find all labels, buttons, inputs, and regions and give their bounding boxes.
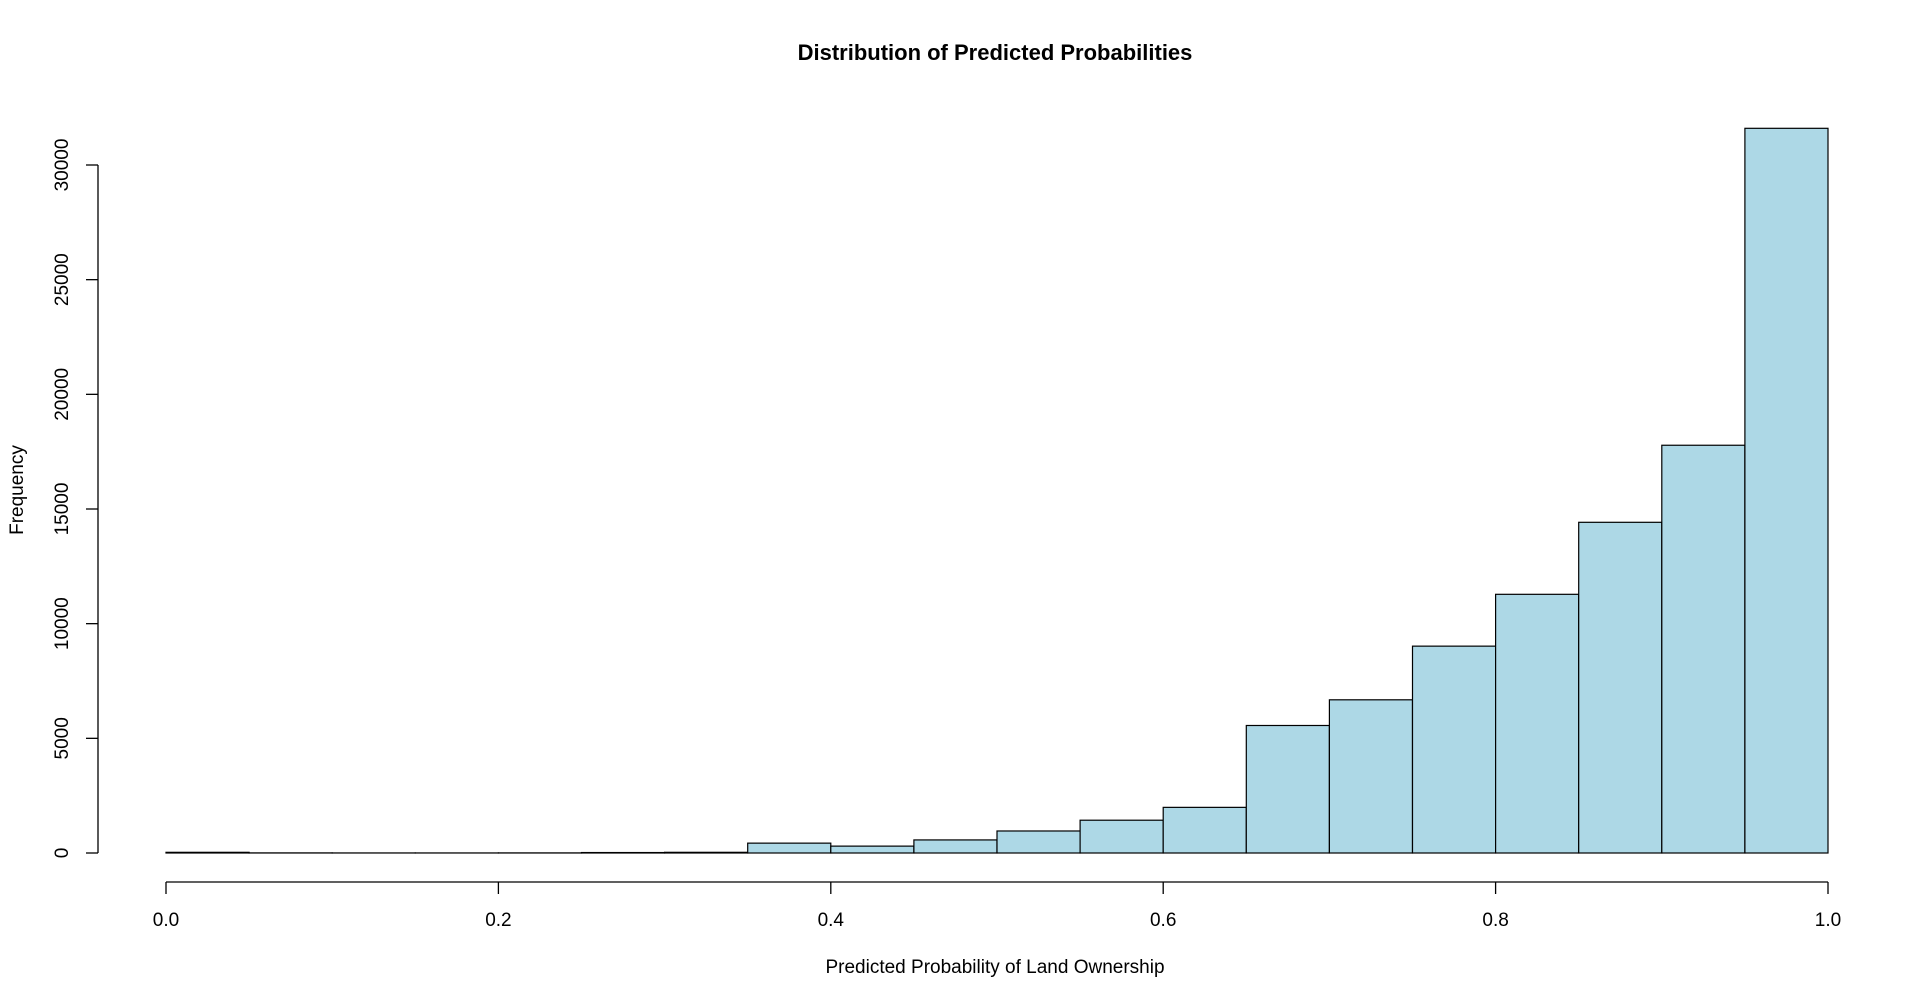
histogram-bar-16 [1494,593,1580,854]
y-tick-label-6: 30000 [52,139,73,192]
histogram-bar-6 [663,851,749,854]
histogram-bar-17 [1578,521,1663,854]
histogram-bar-7 [747,842,832,854]
histogram-bar-12 [1162,806,1247,854]
y-tick-label-1: 5000 [52,717,73,759]
histogram-bar-9 [913,839,998,854]
bars-group [165,127,1829,854]
x-tick-label-2: 0.4 [818,910,845,931]
y-tick-label-2: 10000 [52,597,73,650]
histogram-bar-15 [1411,645,1497,854]
x-tick-label-0: 0.0 [153,910,179,931]
x-tick-label-3: 0.6 [1150,910,1176,931]
y-tick-label-0: 0 [52,848,73,859]
y-tick-label-3: 15000 [52,483,73,536]
y-axis: 0 5000 10000 15000 20000 25000 30000 [52,139,99,859]
histogram-bar-0 [165,851,250,854]
histogram-bar-8 [830,845,915,854]
histogram-bar-10 [996,830,1081,854]
x-tick-label-5: 1.0 [1815,910,1841,931]
x-tick-label-4: 0.8 [1482,910,1508,931]
x-tick-label-1: 0.2 [485,910,511,931]
histogram-bar-19 [1744,127,1829,854]
y-tick-label-4: 20000 [52,368,73,421]
x-axis-label: Predicted Probability of Land Ownership [825,957,1164,978]
y-axis-label: Frequency [7,445,28,535]
histogram-bar-18 [1661,444,1746,854]
histogram-bar-11 [1079,819,1164,854]
histogram-bar-14 [1328,699,1414,854]
x-axis: 0.0 0.2 0.4 0.6 0.8 1.0 [153,881,1841,931]
y-tick-label-5: 25000 [52,253,73,306]
chart-title: Distribution of Predicted Probabilities [798,40,1193,65]
histogram-bar-13 [1245,724,1331,854]
